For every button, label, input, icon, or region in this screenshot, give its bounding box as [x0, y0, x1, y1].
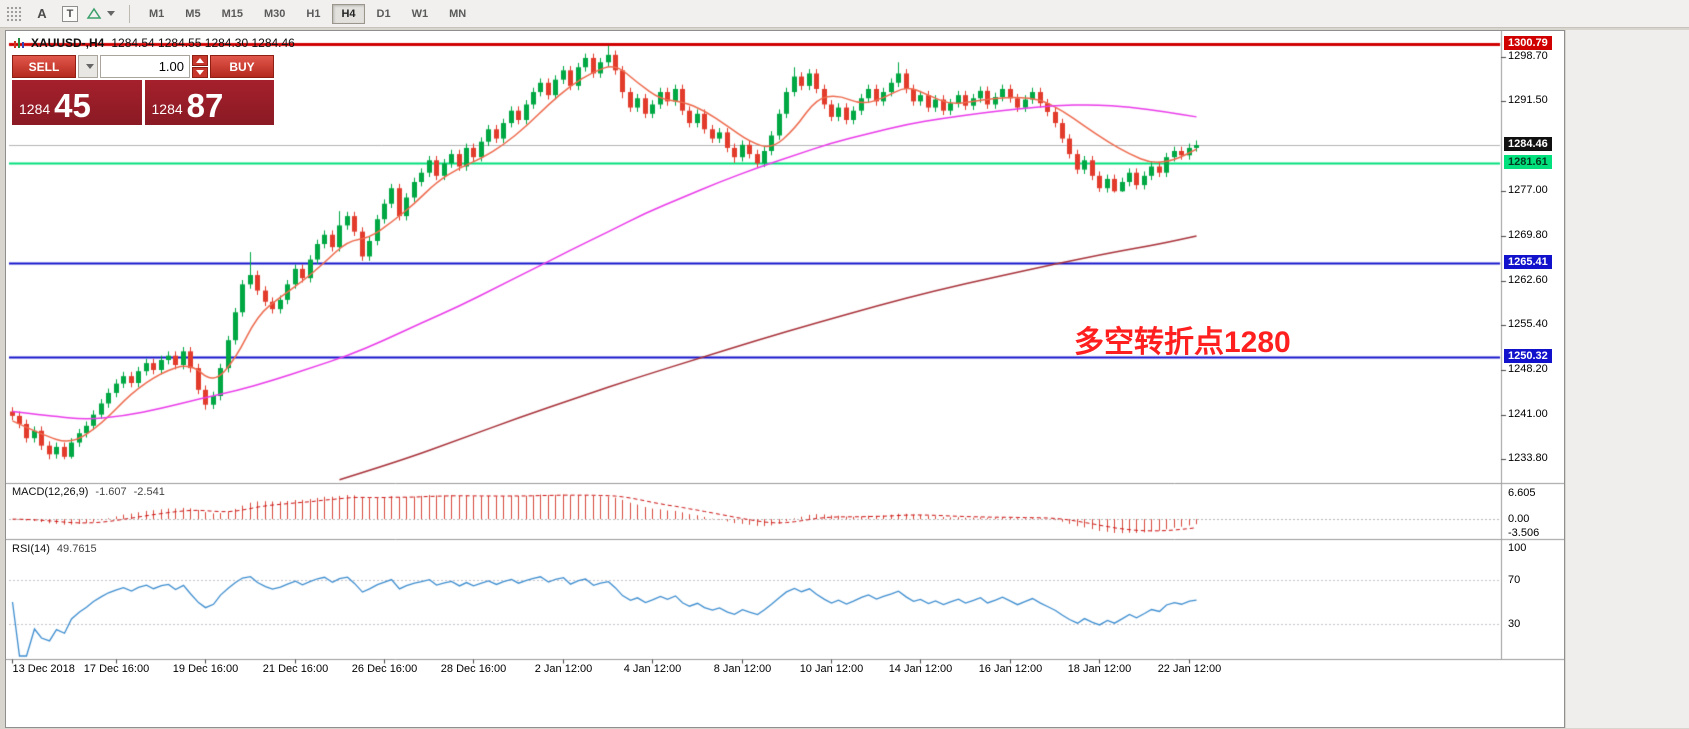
- timeframe-mn[interactable]: MN: [449, 7, 467, 20]
- volume-up-button[interactable]: [192, 55, 208, 66]
- right-empty-area: [1566, 30, 1689, 728]
- buy-price-points: 87: [186, 86, 224, 124]
- timeframe-m5[interactable]: M5: [185, 7, 201, 20]
- timeframe-group: M1 M5 M15 M30 H1 H4 D1 W1 MN: [140, 3, 475, 24]
- volume-dropdown-button[interactable]: [78, 55, 98, 78]
- line-studies-dropdown[interactable]: [86, 3, 115, 25]
- toolbar-grip-icon: [6, 5, 22, 22]
- macd-signal-value: -2.541: [133, 486, 165, 498]
- macd-name: MACD(12,26,9): [12, 486, 89, 498]
- volume-input[interactable]: [100, 55, 190, 78]
- timeframe-m1[interactable]: M1: [149, 7, 165, 20]
- sell-button[interactable]: SELL: [12, 55, 76, 78]
- top-toolbar: A T M1 M5 M15 M30 H1 H4 D1 W1 MN: [0, 0, 1689, 28]
- boxed-t-icon: T: [61, 5, 79, 22]
- price-chart-canvas[interactable]: [6, 31, 1564, 727]
- macd-label: MACD(12,26,9) -1.607 -2.541: [12, 486, 165, 498]
- shapes-icon: [86, 7, 102, 19]
- arrow-up-icon: [196, 58, 204, 63]
- symbol-info: XAUUSD-,H4 1284.54 1284.55 1284.30 1284.…: [14, 36, 295, 50]
- chart-window: XAUUSD-,H4 1284.54 1284.55 1284.30 1284.…: [5, 30, 1565, 728]
- timeframe-m30[interactable]: M30: [263, 7, 286, 20]
- macd-value: -1.607: [95, 486, 127, 498]
- symbol-title: XAUUSD-,H4: [31, 36, 105, 50]
- chart-icon: [14, 38, 24, 48]
- rsi-name: RSI(14): [12, 543, 50, 555]
- arrow-down-icon: [196, 70, 204, 75]
- buy-price-base: 1284: [151, 101, 183, 117]
- timeframe-h4[interactable]: H4: [332, 3, 365, 24]
- sell-price-display[interactable]: 1284 45: [12, 80, 142, 125]
- text-label-tool-icon[interactable]: A: [30, 3, 54, 25]
- chevron-down-icon: [107, 11, 115, 16]
- timeframe-m15[interactable]: M15: [221, 7, 243, 20]
- text-tool-icon[interactable]: T: [58, 3, 82, 25]
- toolbar-separator: [129, 4, 130, 23]
- rsi-label: RSI(14) 49.7615: [12, 543, 97, 555]
- rsi-value: 49.7615: [56, 543, 97, 555]
- letter-a-icon: A: [37, 6, 47, 21]
- volume-stepper: [192, 55, 208, 78]
- buy-price-display[interactable]: 1284 87: [144, 80, 274, 125]
- chevron-down-icon: [85, 64, 94, 69]
- timeframe-d1[interactable]: D1: [376, 7, 391, 20]
- timeframe-h1[interactable]: H1: [306, 7, 321, 20]
- sell-price-base: 1284: [19, 101, 51, 117]
- timeframe-w1[interactable]: W1: [411, 7, 429, 20]
- ohlc-values: 1284.54 1284.55 1284.30 1284.46: [111, 36, 295, 50]
- sell-price-points: 45: [54, 86, 91, 124]
- one-click-trading-panel: SELL BUY 1284 45 1284 87: [12, 55, 274, 125]
- chart-annotation: 多空转折点1280: [1074, 326, 1291, 359]
- volume-down-button[interactable]: [192, 67, 208, 78]
- buy-button[interactable]: BUY: [210, 55, 274, 78]
